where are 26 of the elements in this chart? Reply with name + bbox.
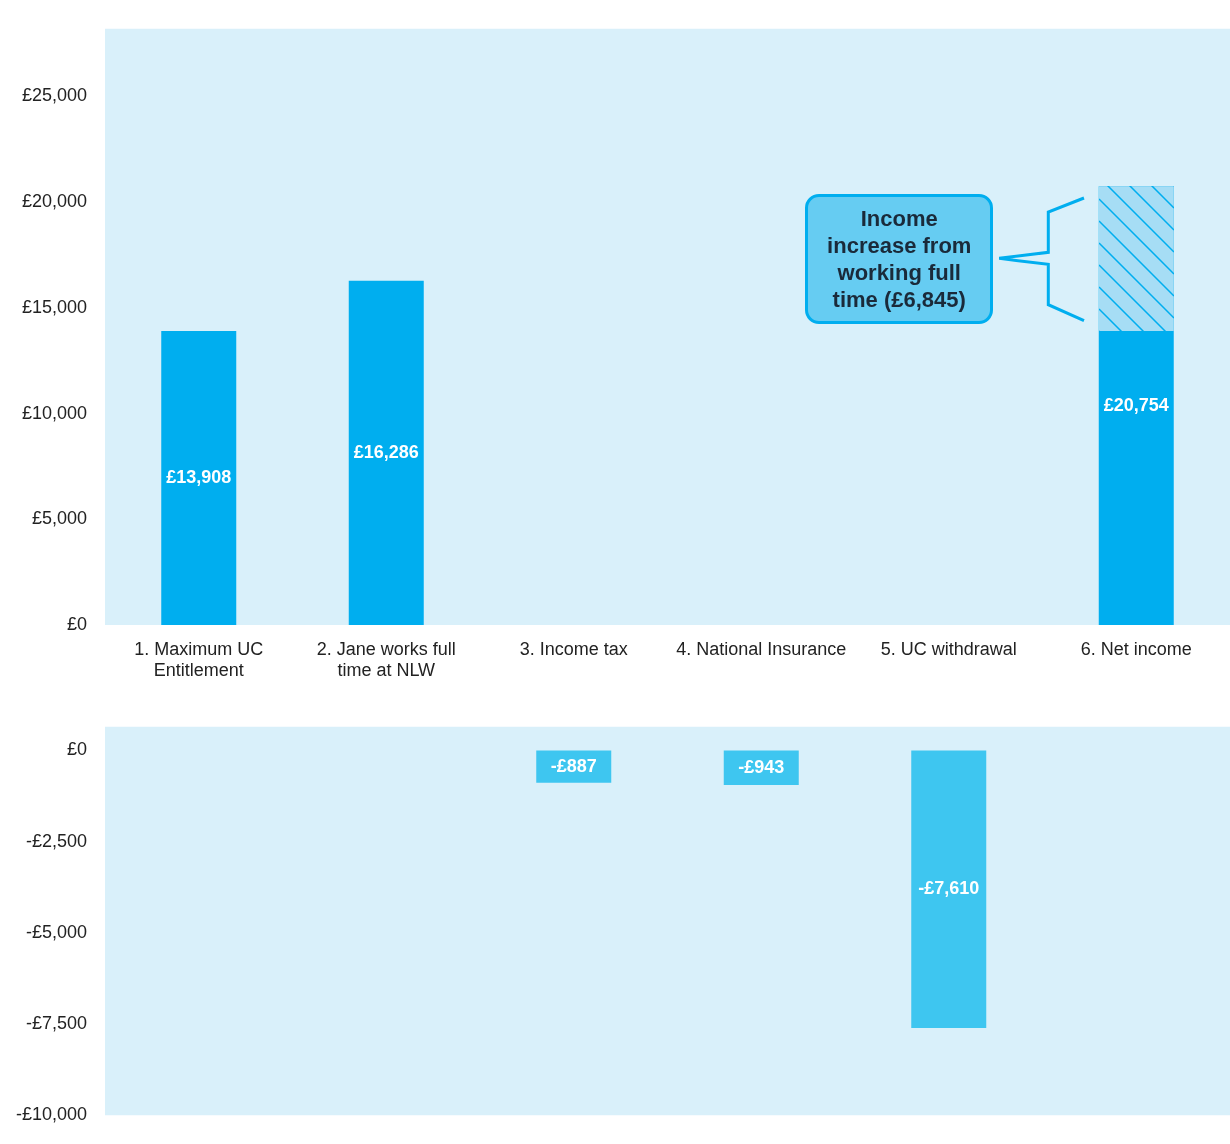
y-tick-label: £15,000	[21, 296, 87, 317]
y-tick-label: £20,000	[21, 191, 87, 212]
y-tick-label: £0	[66, 739, 87, 760]
data-label: -£943	[738, 756, 785, 777]
y-tick-label: -£5,000	[25, 921, 87, 942]
annotation: Income increase from working full time (£6,845)	[805, 193, 994, 324]
x-tick-label: 5. UC withdrawal	[880, 638, 1017, 659]
y-tick-label: -£7,500	[25, 1013, 87, 1033]
y-tick-label: £10,000	[21, 402, 87, 423]
x-tick-label: 6. Net income	[1080, 638, 1192, 659]
bar	[161, 330, 237, 625]
y-tick-label: -£2,500	[25, 830, 87, 851]
x-tick-label: 3. Income tax	[519, 638, 628, 659]
data-label: -£887	[550, 755, 597, 776]
data-label: -£7,610	[918, 878, 980, 899]
y-tick-label: £25,000	[21, 85, 87, 106]
y-tick-label: £5,000	[31, 508, 87, 529]
bar	[348, 280, 424, 625]
data-label: £16,286	[353, 441, 419, 462]
y-tick-label: -£10,000	[15, 1104, 87, 1125]
x-tick-label: 2. Jane works full time at NLW	[316, 638, 456, 681]
x-tick-label: 4. National Insurance	[676, 638, 847, 659]
data-label: £20,754	[1103, 394, 1169, 415]
y-tick-label: £0	[66, 613, 87, 634]
data-label: £13,908	[166, 466, 232, 487]
x-tick-label: 1. Maximum UC Entitlement	[134, 638, 264, 681]
